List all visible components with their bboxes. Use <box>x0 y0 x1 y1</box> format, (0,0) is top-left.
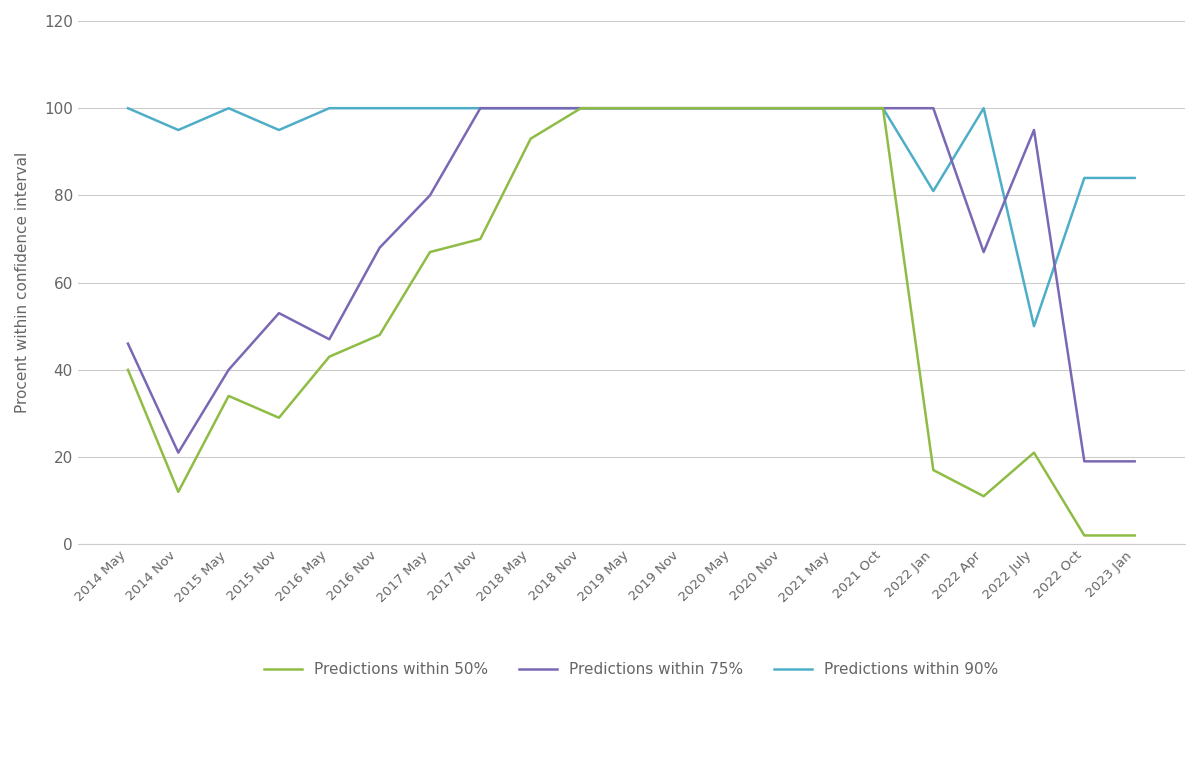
Predictions within 50% <box>876 103 890 113</box>
Predictions within 90% <box>674 103 689 113</box>
Predictions within 75% <box>1027 125 1042 135</box>
Predictions within 75% <box>322 334 336 344</box>
Predictions within 90% <box>624 103 638 113</box>
Predictions within 50% <box>222 392 236 401</box>
Predictions within 75% <box>826 103 840 113</box>
Predictions within 75% <box>926 103 941 113</box>
Predictions within 50% <box>674 103 689 113</box>
Predictions within 75% <box>222 365 236 374</box>
Predictions within 90% <box>926 186 941 196</box>
Predictions within 90% <box>574 103 588 113</box>
Predictions within 75% <box>1078 456 1092 466</box>
Predictions within 90% <box>876 103 890 113</box>
Predictions within 75% <box>473 103 487 113</box>
Predictions within 75% <box>172 448 186 457</box>
Predictions within 90% <box>1128 173 1142 182</box>
Predictions within 75% <box>523 103 538 113</box>
Line: Predictions within 50%: Predictions within 50% <box>128 108 1135 536</box>
Predictions within 75% <box>674 103 689 113</box>
Predictions within 90% <box>222 103 236 113</box>
Predictions within 50% <box>977 492 991 501</box>
Predictions within 50% <box>322 352 336 362</box>
Predictions within 90% <box>473 103 487 113</box>
Predictions within 90% <box>322 103 336 113</box>
Predictions within 90% <box>121 103 136 113</box>
Predictions within 90% <box>422 103 437 113</box>
Predictions within 50% <box>523 134 538 143</box>
Predictions within 50% <box>121 365 136 374</box>
Predictions within 50% <box>172 487 186 496</box>
Predictions within 75% <box>624 103 638 113</box>
Predictions within 50% <box>574 103 588 113</box>
Predictions within 75% <box>271 309 286 318</box>
Predictions within 75% <box>775 103 790 113</box>
Predictions within 90% <box>372 103 386 113</box>
Predictions within 50% <box>775 103 790 113</box>
Legend: Predictions within 50%, Predictions within 75%, Predictions within 90%: Predictions within 50%, Predictions with… <box>258 656 1004 683</box>
Predictions within 50% <box>725 103 739 113</box>
Line: Predictions within 90%: Predictions within 90% <box>128 108 1135 327</box>
Predictions within 75% <box>1128 456 1142 466</box>
Predictions within 75% <box>372 243 386 252</box>
Predictions within 75% <box>876 103 890 113</box>
Predictions within 75% <box>725 103 739 113</box>
Predictions within 90% <box>775 103 790 113</box>
Predictions within 90% <box>523 103 538 113</box>
Predictions within 50% <box>372 330 386 340</box>
Predictions within 90% <box>172 125 186 135</box>
Predictions within 50% <box>473 234 487 244</box>
Predictions within 90% <box>725 103 739 113</box>
Predictions within 90% <box>1078 173 1092 182</box>
Predictions within 75% <box>574 103 588 113</box>
Predictions within 50% <box>826 103 840 113</box>
Predictions within 50% <box>271 413 286 423</box>
Predictions within 75% <box>422 191 437 200</box>
Predictions within 50% <box>624 103 638 113</box>
Predictions within 90% <box>1027 322 1042 331</box>
Predictions within 75% <box>977 247 991 257</box>
Predictions within 50% <box>1128 531 1142 540</box>
Line: Predictions within 75%: Predictions within 75% <box>128 108 1135 461</box>
Predictions within 75% <box>121 339 136 348</box>
Predictions within 50% <box>1027 448 1042 457</box>
Predictions within 90% <box>271 125 286 135</box>
Y-axis label: Procent within confidence interval: Procent within confidence interval <box>16 152 30 413</box>
Predictions within 50% <box>926 465 941 474</box>
Predictions within 50% <box>1078 531 1092 540</box>
Predictions within 50% <box>422 247 437 257</box>
Predictions within 90% <box>977 103 991 113</box>
Predictions within 90% <box>826 103 840 113</box>
